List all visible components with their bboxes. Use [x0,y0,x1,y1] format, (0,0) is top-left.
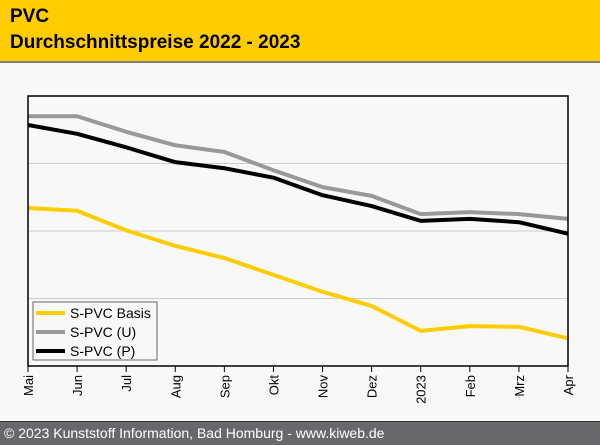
x-tick-label: Jun [70,375,85,396]
chart-header: PVC Durchschnittspreise 2022 - 2023 [0,0,600,63]
legend-label: S-PVC (P) [70,343,135,359]
x-tick-label: Okt [266,375,281,396]
x-tick-label: Aug [168,375,183,398]
series-line-s-pvc-u [28,114,569,221]
x-tick-label: Nov [316,375,331,399]
x-tick-label: Mrz [512,375,527,397]
x-tick-label: 2023 [414,375,429,404]
x-tick-label: Apr [561,374,576,395]
x-tick-label: Sep [217,375,232,398]
series-lines [27,114,569,341]
x-tick-label: Mai [21,375,36,396]
chart-title: PVC [10,6,50,27]
x-tick-label: Jul [119,375,134,392]
x-tick-label: Dez [365,375,380,398]
plot-frame [27,95,569,367]
chart-subtitle: Durchschnittspreise 2022 - 2023 [10,32,301,53]
legend: S-PVC Basis S-PVC (U) S-PVC (P) [32,301,158,361]
x-tick-label: Feb [463,375,478,397]
gridlines [28,163,568,299]
copyright-text: © 2023 Kunststoff Information, Bad Hombu… [4,425,385,441]
footer: © 2023 Kunststoff Information, Bad Hombu… [0,421,600,445]
legend-label: S-PVC Basis [70,305,151,321]
legend-label: S-PVC (U) [70,324,136,340]
series-line-s-pvc-p [27,123,569,236]
x-axis: Mai Jun Jul Aug Sep Okt Nov Dez 2023 Feb Mrz Apr [21,366,576,404]
series-line-s-pvc-basis [27,206,569,341]
